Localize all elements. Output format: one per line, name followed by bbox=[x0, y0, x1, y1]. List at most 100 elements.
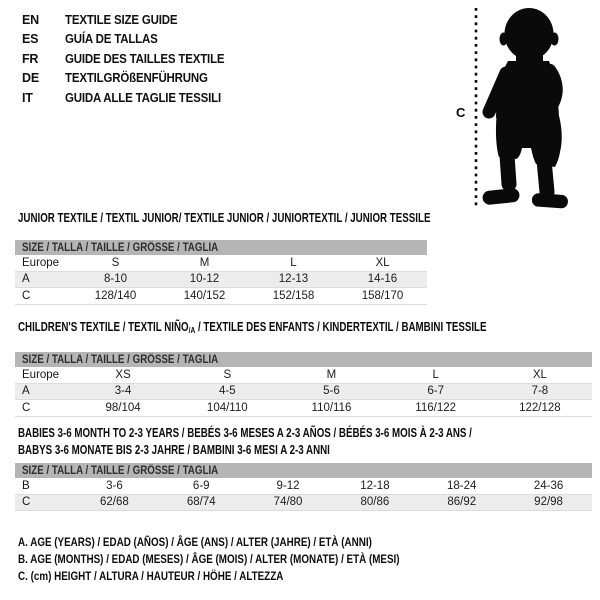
row-label: Europe bbox=[22, 256, 60, 269]
table-cell: XL bbox=[375, 256, 390, 269]
title-subscript: /A bbox=[188, 325, 196, 335]
language-row-fr: FR GUIDE DES TAILLES TEXTILE bbox=[22, 49, 238, 69]
table-cell: XL bbox=[532, 368, 547, 381]
language-code: DE bbox=[22, 71, 39, 86]
table-cell: 5-6 bbox=[323, 385, 340, 398]
table-cell: 116/122 bbox=[415, 401, 457, 414]
language-code: ES bbox=[22, 32, 39, 47]
footnote-b-text: B. AGE (MONTHS) / EDAD (MESES) / ÂGE (MO… bbox=[18, 552, 400, 566]
table-row-europe: Europe S M L XL bbox=[15, 255, 427, 271]
language-row-it: IT GUIDA ALLE TAGLIE TESSILI bbox=[22, 88, 238, 108]
language-list: EN TEXTILE SIZE GUIDE ES GUÍA DE TALLAS … bbox=[22, 10, 238, 108]
junior-table-title-text: JUNIOR TEXTILE / TEXTIL JUNIOR/ TEXTILE … bbox=[18, 211, 431, 225]
table-cell: L bbox=[290, 256, 297, 269]
footnote-c-text: C. (cm) HEIGHT / ALTURA / HAUTEUR / HÖHE… bbox=[18, 569, 284, 583]
children-table-title-text: CHILDREN'S TEXTILE / TEXTIL NIÑO/A / TEX… bbox=[18, 321, 487, 337]
language-code: IT bbox=[22, 90, 33, 105]
table-cell: S bbox=[223, 368, 232, 381]
table-cell: 12-13 bbox=[278, 273, 309, 286]
footnote-b: B. AGE (MONTHS) / EDAD (MESES) / ÂGE (MO… bbox=[18, 551, 483, 568]
language-label: TEXTILGRÖßENFÜHRUNG bbox=[65, 71, 208, 86]
table-cell: 68/74 bbox=[186, 496, 216, 509]
size-header-label: SIZE / TALLA / TAILLE / GRÖSSE / TAGLIA bbox=[22, 241, 219, 254]
table-row-height: C 98/104 104/110 110/116 116/122 122/128 bbox=[15, 400, 592, 416]
table-row-months: B 3-6 6-9 9-12 12-18 18-24 24-36 bbox=[15, 478, 592, 494]
babies-size-table: SIZE / TALLA / TAILLE / GRÖSSE / TAGLIA … bbox=[15, 463, 592, 511]
table-row-height: C 62/68 68/74 74/80 80/86 86/92 92/98 bbox=[15, 494, 592, 511]
babies-table-title: BABIES 3-6 MONTH TO 2-3 YEARS / BEBÉS 3-… bbox=[18, 425, 592, 459]
footnote-a-text: A. AGE (YEARS) / EDAD (AÑOS) / ÂGE (ANS)… bbox=[18, 535, 372, 549]
junior-size-table: SIZE / TALLA / TAILLE / GRÖSSE / TAGLIA … bbox=[15, 240, 427, 305]
table-cell: 86/92 bbox=[447, 496, 477, 509]
size-header-row: SIZE / TALLA / TAILLE / GRÖSSE / TAGLIA bbox=[15, 352, 592, 367]
table-cell: L bbox=[432, 368, 439, 381]
junior-table-title: JUNIOR TEXTILE / TEXTIL JUNIOR/ TEXTILE … bbox=[18, 211, 431, 225]
language-row-en: EN TEXTILE SIZE GUIDE bbox=[22, 10, 238, 30]
table-cell: 24-36 bbox=[533, 479, 564, 492]
footnotes: A. AGE (YEARS) / EDAD (AÑOS) / ÂGE (ANS)… bbox=[18, 534, 483, 585]
table-cell: 9-12 bbox=[276, 479, 300, 492]
baby-figure-shape bbox=[482, 8, 568, 209]
table-cell: 14-16 bbox=[367, 273, 398, 286]
footnote-c: C. (cm) HEIGHT / ALTURA / HAUTEUR / HÖHE… bbox=[18, 568, 483, 585]
size-header-cell: SIZE / TALLA / TAILLE / GRÖSSE / TAGLIA bbox=[15, 463, 592, 478]
table-cell: 104/110 bbox=[206, 401, 248, 414]
baby-silhouette-icon bbox=[474, 8, 568, 209]
row-label: A bbox=[22, 273, 30, 286]
language-row-de: DE TEXTILGRÖßENFÜHRUNG bbox=[22, 69, 238, 89]
children-textile-section: CHILDREN'S TEXTILE / TEXTIL NIÑO/A / TEX… bbox=[15, 321, 592, 417]
table-cell: XS bbox=[115, 368, 131, 381]
title-part: CHILDREN'S TEXTILE / TEXTIL NIÑO bbox=[18, 320, 189, 334]
row-label: B bbox=[22, 479, 30, 492]
table-cell: 110/116 bbox=[311, 401, 352, 414]
table-row-age: A 3-4 4-5 5-6 6-7 7-8 bbox=[15, 383, 592, 400]
table-cell: 158/170 bbox=[361, 289, 404, 302]
table-cell: S bbox=[111, 256, 120, 269]
size-header-cell: SIZE / TALLA / TAILLE / GRÖSSE / TAGLIA bbox=[15, 240, 427, 255]
language-code: FR bbox=[22, 51, 39, 66]
table-cell: 8-10 bbox=[103, 273, 128, 286]
table-cell: 18-24 bbox=[447, 479, 477, 492]
row-label: A bbox=[22, 385, 30, 398]
table-row-age: A 8-10 10-12 12-13 14-16 bbox=[15, 271, 427, 288]
table-cell: 6-7 bbox=[427, 385, 444, 398]
babies-textile-section: BABIES 3-6 MONTH TO 2-3 YEARS / BEBÉS 3-… bbox=[15, 425, 592, 511]
table-cell: 6-9 bbox=[192, 479, 210, 492]
children-table-title: CHILDREN'S TEXTILE / TEXTIL NIÑO/A / TEX… bbox=[18, 321, 592, 337]
language-label: GUIDA ALLE TAGLIE TESSILI bbox=[65, 90, 221, 105]
table-cell: 74/80 bbox=[273, 496, 303, 509]
size-header-label: SIZE / TALLA / TAILLE / GRÖSSE / TAGLIA bbox=[22, 464, 219, 477]
table-cell: 140/152 bbox=[183, 289, 226, 302]
table-cell: 98/104 bbox=[105, 401, 141, 414]
table-cell: 62/68 bbox=[100, 496, 129, 509]
footnote-a: A. AGE (YEARS) / EDAD (AÑOS) / ÂGE (ANS)… bbox=[18, 534, 483, 551]
language-code: EN bbox=[22, 12, 39, 27]
table-cell: M bbox=[326, 368, 337, 381]
title-part: / TEXTILE DES ENFANTS / KINDERTEXTIL / B… bbox=[195, 320, 487, 334]
babies-title-line1: BABIES 3-6 MONTH TO 2-3 YEARS / BEBÉS 3-… bbox=[18, 426, 472, 440]
height-c-label: C bbox=[456, 105, 466, 120]
language-label: GUIDE DES TAILLES TEXTILE bbox=[65, 51, 225, 66]
row-label: C bbox=[22, 496, 31, 509]
table-cell: 10-12 bbox=[189, 273, 220, 286]
table-row-height: C 128/140 140/152 152/158 158/170 bbox=[15, 288, 427, 304]
table-row-europe: Europe XS S M L XL bbox=[15, 367, 592, 383]
row-label: Europe bbox=[22, 368, 60, 381]
table-cell: 7-8 bbox=[531, 385, 549, 398]
table-cell: 3-4 bbox=[114, 385, 132, 398]
size-header-label: SIZE / TALLA / TAILLE / GRÖSSE / TAGLIA bbox=[22, 353, 219, 366]
language-row-es: ES GUÍA DE TALLAS bbox=[22, 30, 238, 50]
table-cell: 12-18 bbox=[360, 479, 390, 492]
size-header-cell: SIZE / TALLA / TAILLE / GRÖSSE / TAGLIA bbox=[15, 352, 592, 367]
junior-textile-section: JUNIOR TEXTILE / TEXTIL JUNIOR/ TEXTILE … bbox=[15, 211, 431, 305]
row-label: C bbox=[22, 289, 31, 302]
table-cell: 92/98 bbox=[534, 496, 563, 509]
children-size-table: SIZE / TALLA / TAILLE / GRÖSSE / TAGLIA … bbox=[15, 352, 592, 417]
language-label: GUÍA DE TALLAS bbox=[65, 32, 158, 47]
language-label: TEXTILE SIZE GUIDE bbox=[65, 12, 178, 27]
table-cell: 3-6 bbox=[106, 479, 123, 492]
table-cell: 122/128 bbox=[519, 401, 561, 414]
row-label: C bbox=[22, 401, 31, 414]
table-cell: 80/86 bbox=[360, 496, 390, 509]
